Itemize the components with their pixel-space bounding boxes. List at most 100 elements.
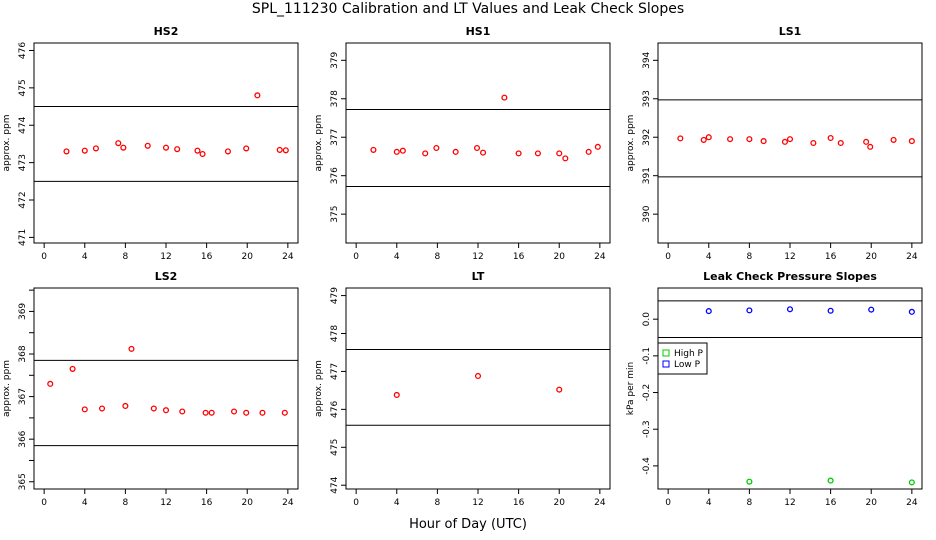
x-tick-label: 20 bbox=[242, 498, 254, 508]
data-point bbox=[810, 139, 817, 147]
data-point bbox=[179, 408, 186, 415]
data-point bbox=[81, 406, 88, 413]
data-point bbox=[473, 144, 481, 152]
data-point bbox=[259, 409, 266, 416]
data-point bbox=[208, 409, 215, 416]
x-tick-label: 24 bbox=[906, 498, 918, 508]
y-tick-label: 379 bbox=[330, 51, 340, 68]
legend-label: Low P bbox=[674, 360, 701, 370]
x-tick-label: 8 bbox=[435, 252, 441, 262]
data-point bbox=[281, 409, 288, 416]
y-tick-label: -0.2 bbox=[642, 384, 652, 402]
x-tick-label: 12 bbox=[472, 498, 483, 508]
x-tick-label: 16 bbox=[201, 498, 213, 508]
x-tick-label: 0 bbox=[665, 252, 671, 262]
y-tick-label: 392 bbox=[642, 129, 652, 146]
data-point bbox=[827, 477, 834, 484]
panel-title: LS1 bbox=[779, 25, 802, 38]
data-point bbox=[224, 148, 231, 155]
y-tick-label: 393 bbox=[642, 90, 652, 107]
x-axis-label: Hour of Day (UTC) bbox=[409, 517, 527, 532]
y-tick-label: 368 bbox=[18, 345, 28, 362]
data-point bbox=[422, 150, 429, 157]
data-point bbox=[276, 146, 283, 153]
x-tick-label: 20 bbox=[866, 498, 878, 508]
y-tick-label: 0.0 bbox=[642, 312, 652, 327]
y-axis-label: approx. ppm bbox=[2, 360, 12, 417]
x-tick-label: 20 bbox=[866, 252, 878, 262]
data-point bbox=[81, 147, 88, 154]
panel-leak-check-pressure-slopes: Leak Check Pressure Slopes 0 4 8 12 16 20 24 0.0… bbox=[626, 270, 923, 508]
y-tick-label: 476 bbox=[330, 401, 340, 418]
data-point bbox=[863, 138, 870, 145]
panel-lt: LT 0 4 8 12 16 20 24 474 475 476 477 478 479 approx. p… bbox=[314, 270, 611, 508]
data-point bbox=[150, 405, 157, 412]
y-tick-label: 472 bbox=[18, 191, 28, 208]
y-tick-label: 377 bbox=[330, 129, 340, 146]
data-point bbox=[746, 136, 753, 143]
data-point bbox=[92, 145, 99, 152]
data-point bbox=[399, 147, 406, 154]
legend-swatch bbox=[662, 349, 670, 357]
data-point bbox=[115, 140, 122, 147]
y-tick-label: 478 bbox=[330, 325, 340, 342]
x-tick-label: 8 bbox=[747, 498, 753, 508]
y-tick-label: -0.3 bbox=[642, 420, 652, 438]
panel-ls2: LS2 0 4 8 12 16 20 24 365 366 367 368 369 approx. ppm bbox=[2, 270, 299, 508]
data-point bbox=[556, 150, 563, 157]
data-point bbox=[867, 143, 874, 150]
data-point bbox=[452, 148, 459, 155]
y-tick-label: 476 bbox=[18, 42, 28, 59]
data-point bbox=[827, 307, 834, 314]
data-point bbox=[908, 308, 915, 315]
data-point bbox=[480, 149, 487, 156]
x-tick-label: 8 bbox=[123, 498, 129, 508]
x-tick-label: 20 bbox=[554, 498, 566, 508]
data-point bbox=[243, 409, 250, 416]
y-tick-label: 378 bbox=[330, 90, 340, 107]
data-point bbox=[393, 391, 400, 398]
y-tick-label: 475 bbox=[330, 439, 340, 456]
data-point bbox=[700, 136, 707, 143]
legend-swatch bbox=[662, 360, 670, 368]
x-tick-label: 24 bbox=[282, 252, 294, 262]
plot-frame bbox=[33, 42, 299, 244]
y-axis-label: approx. ppm bbox=[2, 115, 12, 172]
data-point bbox=[534, 150, 541, 157]
data-point bbox=[128, 345, 135, 352]
y-tick-label: 375 bbox=[330, 206, 340, 223]
y-tick-label: 369 bbox=[18, 303, 28, 320]
data-point bbox=[282, 147, 289, 154]
x-tick-label: 24 bbox=[594, 498, 606, 508]
panel-title: HS2 bbox=[154, 25, 179, 38]
y-tick-label: 477 bbox=[330, 363, 340, 380]
y-tick-label: 475 bbox=[18, 79, 28, 96]
y-axis-label: kPa per min bbox=[626, 362, 636, 415]
x-tick-label: 4 bbox=[82, 252, 88, 262]
data-point bbox=[746, 478, 753, 485]
plot-frame bbox=[345, 287, 611, 490]
data-point bbox=[746, 307, 753, 314]
plot-frame bbox=[345, 42, 611, 244]
data-point bbox=[199, 150, 206, 158]
x-tick-label: 16 bbox=[201, 252, 213, 262]
y-tick-label: 365 bbox=[18, 473, 28, 490]
x-tick-label: 4 bbox=[394, 252, 400, 262]
legend-box bbox=[657, 342, 708, 375]
y-tick-label: 376 bbox=[330, 167, 340, 184]
data-point bbox=[594, 143, 601, 150]
data-point bbox=[890, 136, 897, 143]
data-point bbox=[254, 92, 261, 99]
x-tick-label: 20 bbox=[554, 252, 566, 262]
y-tick-label: 473 bbox=[18, 154, 28, 171]
y-tick-label: 390 bbox=[642, 205, 652, 222]
x-tick-label: 4 bbox=[706, 252, 712, 262]
x-tick-label: 24 bbox=[594, 252, 606, 262]
x-tick-label: 0 bbox=[41, 498, 47, 508]
data-point bbox=[122, 402, 129, 410]
data-point bbox=[393, 148, 400, 155]
data-point bbox=[98, 405, 106, 412]
